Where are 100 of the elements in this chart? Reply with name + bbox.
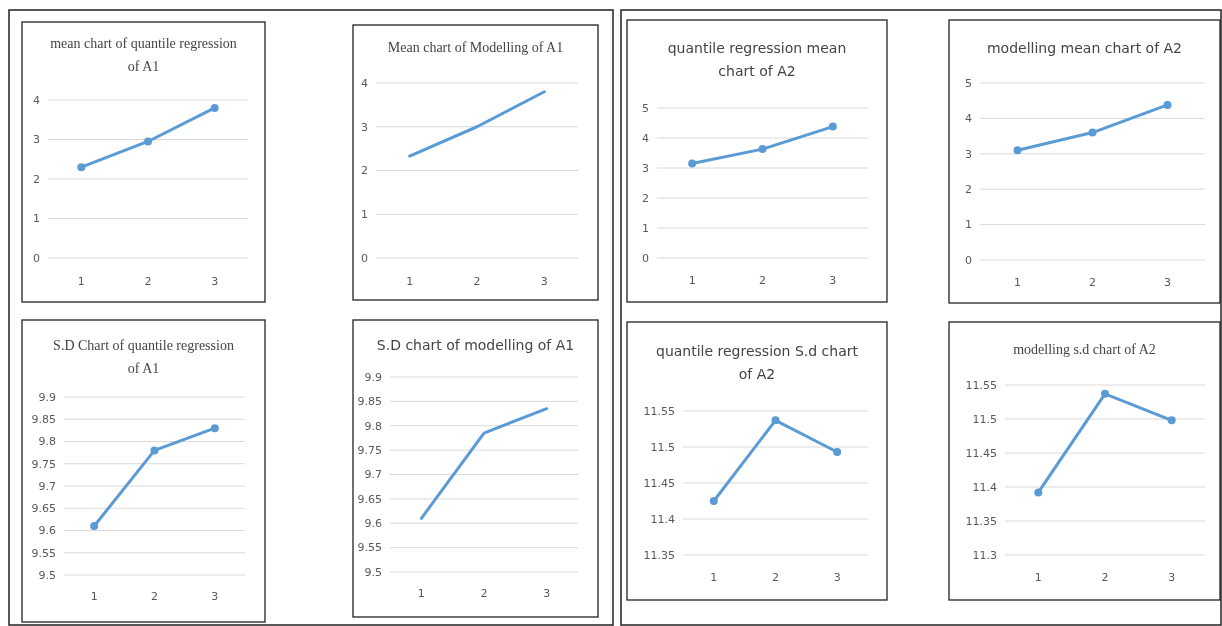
chart-title: S.D Chart of quantile regression of A1	[53, 338, 234, 376]
x-tick-label: 2	[1089, 276, 1096, 289]
y-tick-label: 9.85	[357, 395, 382, 409]
y-tick-label: 9.5	[364, 565, 382, 579]
point	[833, 448, 842, 457]
y-tick-label: 9.9	[364, 370, 382, 384]
point	[1167, 416, 1176, 425]
y-tick-label: 9.65	[31, 502, 56, 516]
y-tick-label: 9.8	[364, 419, 382, 433]
y-tick-label: 11.45	[965, 446, 997, 460]
y-tick-label: 3	[642, 161, 649, 175]
x-tick-label: 2	[480, 587, 488, 600]
y-tick-label: 4	[361, 76, 368, 90]
y-tick-label: 11.35	[643, 548, 675, 562]
point	[758, 145, 767, 154]
point	[688, 159, 697, 168]
x-tick-label: 3	[1168, 571, 1176, 584]
x-tick-label: 2	[772, 571, 779, 584]
y-tick-label: 11.55	[965, 378, 997, 392]
y-tick-label: 5	[642, 101, 649, 115]
point	[150, 446, 159, 455]
y-tick-label: 5	[965, 76, 972, 90]
y-tick-label: 3	[33, 133, 40, 147]
x-tick-label: 3	[829, 274, 837, 287]
y-tick-label: 2	[361, 164, 368, 178]
y-tick-label: 2	[33, 172, 40, 186]
y-tick-label: 2	[965, 183, 972, 197]
y-tick-label: 9.8	[38, 435, 56, 449]
point	[90, 522, 99, 531]
x-tick-label: 2	[473, 275, 481, 288]
point	[1013, 146, 1022, 155]
point	[1088, 128, 1097, 137]
point	[144, 137, 152, 146]
x-tick-label: 1	[417, 587, 425, 600]
y-tick-label: 0	[642, 251, 649, 265]
x-tick-label: 2	[144, 275, 152, 288]
y-tick-label: 11.3	[972, 548, 997, 562]
x-tick-label: 3	[211, 590, 219, 603]
chart-title: modelling s.d chart of A2	[1013, 342, 1156, 357]
x-tick-label: 3	[833, 571, 841, 584]
y-tick-label: 11.4	[650, 512, 675, 526]
x-tick-label: 1	[1014, 276, 1021, 289]
point	[771, 416, 780, 425]
x-tick-label: 2	[151, 590, 158, 603]
point	[1163, 100, 1172, 109]
chart-title: quantile regression S.d chart of A2	[656, 343, 859, 382]
y-tick-label: 4	[33, 93, 40, 107]
x-tick-label: 3	[540, 275, 548, 288]
x-tick-label: 2	[759, 274, 766, 287]
y-tick-label: 3	[965, 147, 972, 161]
y-tick-label: 9.75	[357, 443, 382, 457]
y-tick-label: 9.55	[31, 546, 56, 560]
x-tick-label: 2	[1101, 571, 1109, 584]
y-tick-label: 9.6	[364, 517, 382, 531]
point	[77, 163, 86, 172]
y-tick-label: 1	[33, 212, 40, 226]
y-tick-label: 9.75	[31, 457, 56, 471]
chart-title: S.D chart of modelling of A1	[376, 337, 575, 353]
y-tick-label: 11.55	[643, 404, 675, 418]
x-tick-label: 3	[1164, 276, 1171, 289]
y-tick-label: 9.7	[38, 479, 56, 493]
y-tick-label: 11.35	[965, 514, 997, 528]
y-tick-label: 9.65	[357, 492, 382, 506]
x-tick-label: 1	[710, 571, 718, 584]
y-tick-label: 11.4	[972, 480, 997, 494]
y-tick-label: 1	[642, 221, 649, 235]
y-tick-label: 0	[33, 251, 40, 265]
chart-title: Mean chart of Modelling of A1	[387, 40, 564, 55]
y-tick-label: 0	[361, 251, 368, 265]
y-tick-label: 9.9	[38, 390, 56, 404]
x-tick-label: 1	[90, 590, 98, 603]
y-tick-label: 11.45	[643, 476, 675, 490]
point	[210, 424, 219, 433]
chart-title: mean chart of quantile regression of A1	[50, 36, 237, 74]
y-tick-label: 9.6	[38, 524, 56, 538]
y-tick-label: 4	[965, 112, 972, 126]
x-tick-label: 1	[77, 275, 85, 288]
point	[1101, 389, 1109, 398]
y-tick-label: 9.85	[31, 413, 56, 427]
point	[828, 122, 837, 131]
y-tick-label: 0	[965, 253, 972, 267]
chart-title: modelling mean chart of A2	[986, 40, 1183, 56]
y-tick-label: 1	[965, 218, 972, 232]
y-tick-label: 1	[361, 208, 368, 222]
y-tick-label: 11.5	[650, 440, 675, 454]
x-tick-label: 1	[688, 274, 696, 287]
x-tick-label: 1	[406, 275, 414, 288]
y-tick-label: 2	[642, 191, 649, 205]
y-tick-label: 9.55	[357, 541, 382, 555]
y-tick-label: 4	[642, 131, 649, 145]
point	[1034, 488, 1043, 497]
y-tick-label: 3	[361, 120, 368, 134]
x-tick-label: 1	[1034, 571, 1042, 584]
x-tick-label: 3	[543, 587, 551, 600]
point	[210, 103, 219, 112]
x-tick-label: 3	[211, 275, 219, 288]
chart-title: quantile regression mean chart of A2	[667, 40, 847, 79]
y-tick-label: 11.5	[972, 412, 997, 426]
y-tick-label: 9.5	[38, 568, 56, 582]
point	[709, 497, 718, 505]
